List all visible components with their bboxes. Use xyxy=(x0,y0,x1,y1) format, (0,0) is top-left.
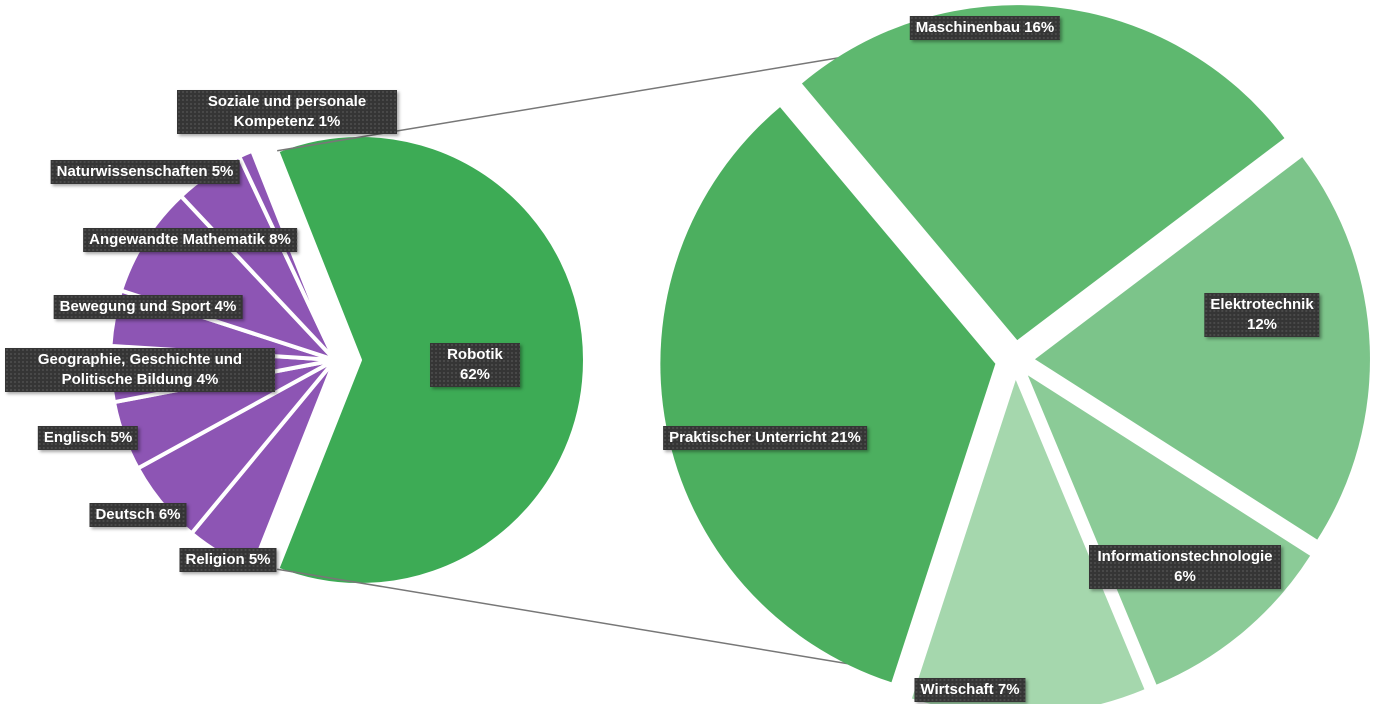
data-label: Geographie, Geschichte und Politische Bi… xyxy=(5,348,275,392)
data-label: Naturwissenschaften 5% xyxy=(50,160,240,184)
label-text: Elektrotechnik xyxy=(1210,296,1314,313)
label-text: Englisch xyxy=(43,429,107,446)
label-text: Wirtschaft xyxy=(920,681,994,698)
label-text: Angewandte Mathematik xyxy=(89,231,266,248)
label-text: Praktischer Unterricht xyxy=(669,429,827,446)
label-text: 5% xyxy=(110,429,133,446)
connector-line xyxy=(277,568,890,672)
label-text: Bewegung und Sport xyxy=(59,298,211,315)
label-text: Robotik xyxy=(447,346,503,363)
label-text: 4% xyxy=(196,371,219,388)
data-label: Bewegung und Sport 4% xyxy=(53,295,243,319)
data-label: Englisch 5% xyxy=(37,426,139,450)
pie-slice xyxy=(1034,157,1370,540)
label-text: Religion xyxy=(185,551,245,568)
label-text: 7% xyxy=(997,681,1020,698)
pie-slice xyxy=(1027,375,1311,685)
label-text: Deutsch xyxy=(95,506,155,523)
pie-slice xyxy=(911,379,1145,704)
label-text: 6% xyxy=(1174,568,1196,585)
label-text: Geographie, Geschichte und Politische Bi… xyxy=(37,351,243,388)
label-text: 21% xyxy=(830,429,861,446)
data-label: Informationstechnologie 6% xyxy=(1089,545,1281,589)
label-text: Soziale und personale Kompetenz xyxy=(207,93,367,130)
data-label: Wirtschaft 7% xyxy=(914,678,1026,702)
label-text: 4% xyxy=(214,298,237,315)
data-label: Deutsch 6% xyxy=(89,503,187,527)
label-text: 8% xyxy=(269,231,291,248)
label-text: Informationstechnologie xyxy=(1097,548,1273,565)
pie-slice xyxy=(237,148,337,362)
label-text: Maschinenbau xyxy=(915,19,1020,36)
label-text: Naturwissenschaften xyxy=(56,163,208,180)
data-label: Praktischer Unterricht 21% xyxy=(663,426,867,450)
pie-slice xyxy=(660,107,996,683)
label-text: 12% xyxy=(1246,316,1278,333)
label-text: 5% xyxy=(248,551,271,568)
data-label: Religion 5% xyxy=(179,548,277,572)
label-text: 16% xyxy=(1024,19,1055,36)
label-text: 62% xyxy=(459,366,491,383)
label-text: 5% xyxy=(211,163,234,180)
data-label: Elektrotechnik 12% xyxy=(1204,293,1320,337)
data-label: Soziale und personale Kompetenz 1% xyxy=(177,90,397,134)
data-label: Angewandte Mathematik 8% xyxy=(83,228,297,252)
label-text: 6% xyxy=(158,506,181,523)
label-text: 1% xyxy=(318,113,341,130)
data-label: Robotik 62% xyxy=(430,343,520,387)
data-label: Maschinenbau 16% xyxy=(909,16,1061,40)
pie-slice xyxy=(801,5,1285,341)
